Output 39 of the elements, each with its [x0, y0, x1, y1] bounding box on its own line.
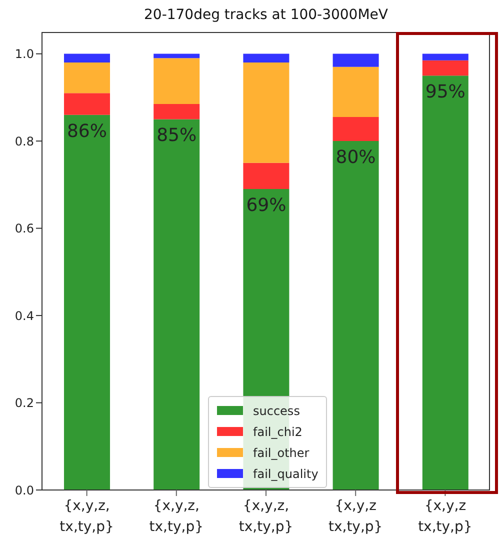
y-tick-label: 0.0 [14, 483, 34, 498]
data-label: 86% [66, 120, 108, 142]
bar [332, 117, 379, 142]
legend-label: fail_chi2 [253, 424, 302, 438]
y-tick-label: 0.6 [14, 222, 34, 236]
bar [243, 162, 290, 190]
bar [64, 93, 110, 115]
bar [422, 54, 468, 60]
x-tick-label: {x,y,z tx,ty,p} [418, 498, 472, 535]
bar [332, 54, 379, 67]
legend-label: fail_quality [253, 466, 318, 480]
bar [422, 76, 468, 490]
bar [243, 62, 290, 163]
x-tick-label: {x,y,z, tx,ty,p} [238, 498, 294, 535]
x-tick-label: {x,y,z, tx,ty,p} [60, 498, 114, 535]
bar [332, 141, 379, 490]
x-tick-label: {x,y,z, tx,ty,p} [149, 498, 204, 535]
legend-label: success [253, 404, 300, 418]
bar [154, 119, 200, 490]
y-tick-label: 0.2 [14, 396, 34, 410]
bar [64, 62, 110, 94]
data-label: 95% [425, 82, 466, 103]
y-tick-label: 1.0 [14, 47, 34, 62]
bar [154, 104, 200, 120]
data-label: 80% [336, 147, 376, 168]
bar [332, 66, 379, 118]
bar [64, 114, 110, 490]
y-tick-label: 0.8 [14, 134, 34, 148]
y-tick-label: 0.4 [14, 308, 34, 323]
bar [154, 58, 200, 104]
bar [422, 60, 468, 76]
bar [64, 54, 110, 63]
x-tick-label: {x,y,z tx,ty,p} [328, 498, 383, 535]
chart-title: 20-170deg tracks at 100-3000MeV [143, 7, 389, 23]
bar [243, 54, 290, 63]
bar [154, 54, 200, 58]
legend-label: fail_other [253, 446, 310, 460]
data-label: 85% [156, 125, 197, 146]
data-label: 69% [246, 195, 286, 216]
